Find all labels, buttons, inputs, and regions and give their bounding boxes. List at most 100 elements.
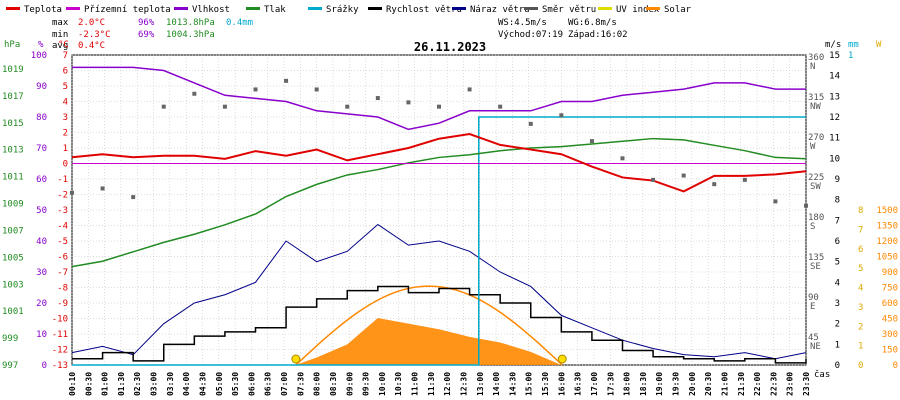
celsius-tick: 3 [63, 113, 68, 123]
time-tick: 21:30 [737, 372, 746, 396]
ms-tick: 2 [835, 320, 840, 330]
legend-label: Rychlost větru [386, 5, 462, 15]
wind-direction-point [437, 104, 441, 109]
wind-direction-point [589, 139, 594, 144]
legend-swatch [646, 7, 660, 10]
celsius-tick: -4 [57, 222, 68, 232]
time-tick: 07:00 [280, 372, 289, 396]
wind-direction-point [804, 203, 808, 208]
wind-direction-point [498, 104, 503, 109]
celsius-tick: 0 [63, 160, 68, 170]
stat-avg-temp: 0.4°C [78, 41, 105, 51]
time-tick: 19:30 [672, 372, 681, 396]
time-tick: 14:00 [492, 372, 501, 396]
wind-direction-point [100, 186, 105, 191]
celsius-tick: -5 [57, 237, 68, 247]
wind-direction-point [222, 104, 227, 109]
time-tick: 03:30 [166, 372, 175, 396]
solar-tick: 900 [882, 268, 898, 278]
solar-tick: 150 [882, 346, 898, 356]
wind-direction-point [345, 104, 350, 109]
solar-tick: 300 [882, 330, 898, 340]
celsius-tick: 1 [63, 144, 68, 154]
ms-tick: 10 [829, 154, 840, 164]
ms-tick: 8 [835, 196, 840, 206]
dir-tick: 360 [808, 53, 824, 63]
pct-tick: 50 [36, 206, 47, 216]
celsius-tick: 5 [63, 82, 68, 92]
ms-tick: 7 [835, 216, 840, 226]
wind-direction-point [284, 78, 289, 83]
ms-tick: 4 [835, 278, 840, 288]
hpa-tick: 1019 [2, 65, 24, 75]
time-tick: 22:30 [769, 372, 778, 396]
dir-tick-label: SW [810, 182, 821, 192]
legend-label: Náraz větru [470, 5, 530, 15]
hpa-tick: 1017 [2, 92, 24, 102]
legend: Teplota Přízemní teplota Vlhkost Tlak Srážky… [6, 5, 692, 15]
time-tick: 09:30 [362, 372, 371, 396]
hpa-tick: 1007 [2, 226, 24, 236]
wind-direction-point [620, 156, 625, 161]
chart-title: 26.11.2023 [414, 40, 486, 54]
hpa-tick: 1003 [2, 280, 24, 290]
hpa-tick: 1011 [2, 173, 24, 183]
wind-direction-point [131, 195, 136, 200]
time-tick: 01:00 [101, 372, 110, 396]
solar-tick: 0 [893, 361, 898, 371]
stats-block: max 2.0°C 96% 1013.8hPa 0.4mm min -2.3°C… [52, 18, 628, 51]
solar-tick: 1500 [876, 206, 898, 216]
solar-tick: 1350 [876, 222, 898, 232]
ms-tick: 9 [835, 175, 840, 185]
wind-direction-point [161, 104, 166, 109]
celsius-tick: -2 [57, 191, 68, 201]
time-tick: 18:00 [623, 372, 632, 396]
ms-tick: 11 [829, 134, 840, 144]
legend-label: Tlak [264, 5, 286, 15]
legend-label: Srážky [326, 5, 359, 15]
solar-clear-sky-line [295, 285, 563, 366]
legend-label: Teplota [24, 5, 62, 15]
stat-ws: WS:4.5m/s [498, 18, 547, 28]
stat-min-temp: -2.3°C [78, 30, 111, 40]
time-tick: 08:30 [329, 372, 338, 396]
legend-label: Přízemní teplota [84, 5, 171, 15]
wind-direction-point [70, 190, 74, 195]
wind-direction-point [559, 113, 564, 118]
celsius-tick: 6 [63, 67, 68, 77]
grid-layer [71, 54, 807, 366]
uv-tick: 7 [858, 225, 863, 235]
celsius-tick: -10 [52, 315, 68, 325]
time-tick: 11:00 [411, 372, 420, 396]
rain-line [72, 116, 806, 366]
legend-swatch [308, 7, 322, 10]
legend-label: Vlhkost [192, 5, 230, 15]
hpa-tick: 1009 [2, 200, 24, 210]
time-tick: 02:30 [133, 372, 142, 396]
wind-speed-line [72, 285, 807, 364]
pct-tick: 20 [36, 299, 47, 309]
stat-wg: WG:6.8m/s [568, 18, 617, 28]
time-tick: 04:30 [198, 372, 207, 396]
ms-tick: 5 [835, 258, 840, 268]
celsius-tick: 4 [63, 98, 68, 108]
time-tick: 21:00 [720, 372, 729, 396]
ms-tick: 14 [829, 72, 840, 82]
celsius-tick: 7 [63, 51, 68, 61]
dir-tick: 90 [808, 293, 819, 303]
solar-tick: 1200 [876, 237, 898, 247]
uv-tick: 4 [858, 284, 863, 294]
mm-tick: 1 [848, 51, 853, 61]
time-tick: 17:30 [606, 372, 615, 396]
stat-min-press: 1004.3hPa [166, 30, 215, 40]
time-tick: 00:10 [68, 372, 77, 396]
legend-swatch [524, 7, 538, 10]
dir-tick: 315 [808, 93, 824, 103]
unit-pct: % [38, 40, 44, 50]
uv-tick: 0 [858, 361, 863, 371]
celsius-tick: -8 [57, 284, 68, 294]
temperature-line [71, 133, 807, 193]
wind-direction-point [681, 173, 686, 178]
time-tick: 18:30 [639, 372, 648, 396]
time-tick: 20:30 [704, 372, 713, 396]
